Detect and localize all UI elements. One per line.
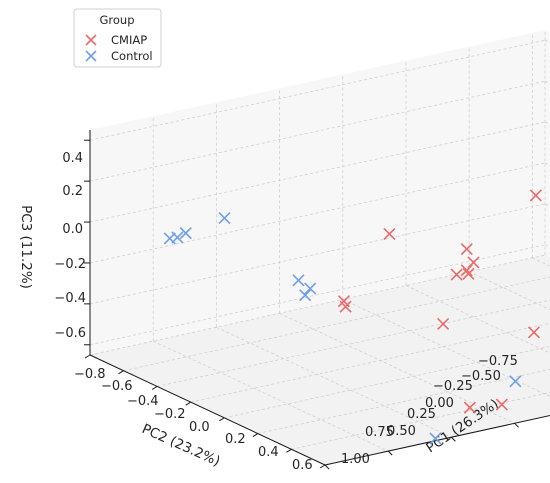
y-axis-label: PC2 (23.2%) (139, 421, 222, 470)
grid-line (153, 340, 389, 452)
point-cmiap (527, 326, 541, 339)
grid-line (89, 162, 546, 264)
z-tick-label: −0.6 (54, 326, 86, 341)
z-tick-label: 0.2 (62, 184, 83, 199)
grid-line (89, 39, 546, 141)
y-tick-mark (252, 433, 259, 438)
y-tick-mark (118, 370, 124, 375)
right-pane (545, 30, 550, 258)
axis-edges (89, 130, 550, 466)
x-tick-mark (451, 436, 456, 442)
point-cmiap (495, 398, 508, 411)
legend-entry-label: CMIAP (111, 33, 147, 47)
x-tick-label: −0.75 (478, 354, 518, 369)
z-axis-tick-labels: −0.6 −0.4 −0.2 0.0 0.2 0.4 (54, 151, 86, 341)
point-cmiap (437, 317, 450, 330)
tick-marks (84, 139, 519, 470)
x-tick-label: 1.00 (341, 452, 370, 467)
x-tick-label: 0.00 (425, 396, 454, 411)
floor-pane (90, 255, 550, 465)
grid-line (279, 312, 515, 424)
y-tick-label: −0.2 (154, 407, 186, 422)
point-control (509, 375, 522, 388)
point-cmiap (463, 401, 476, 414)
grid-line (190, 322, 550, 403)
x-tick-mark (387, 450, 393, 456)
point-control (299, 289, 312, 302)
data-points (163, 189, 542, 445)
x-tick-label: 0.50 (387, 424, 416, 439)
grid-line (89, 80, 546, 182)
x-tick-mark (514, 422, 519, 428)
point-control (292, 274, 305, 287)
grid-line (157, 299, 550, 387)
z-tick-label: −0.4 (54, 291, 86, 306)
point-control (429, 432, 442, 445)
grid-line (89, 203, 546, 305)
point-cmiap (450, 268, 463, 281)
axis-panes (90, 30, 550, 465)
z-tick-label: 0.4 (62, 151, 83, 166)
y-tick-label: −0.6 (101, 379, 133, 394)
point-control (304, 282, 317, 295)
y-tick-label: 0.0 (189, 420, 210, 435)
grid-line (257, 368, 550, 434)
x-tick-label: 0.75 (365, 425, 394, 440)
y-tick-label: −0.8 (74, 367, 106, 382)
grid-line (224, 345, 550, 419)
grid-line (89, 121, 546, 223)
y-axis-tick-labels: −0.8 −0.6 −0.4 −0.2 0.0 0.2 0.4 0.6 (74, 367, 313, 473)
grid-line (89, 254, 546, 356)
x-tick-label: −0.25 (433, 379, 473, 394)
point-cmiap (460, 264, 473, 277)
point-control (179, 227, 192, 240)
y-tick-mark (219, 417, 225, 422)
point-control (218, 212, 231, 225)
point-control (171, 231, 184, 244)
x-tick-label: −0.50 (461, 369, 501, 384)
y-tick-label: −0.4 (127, 394, 159, 409)
y-tick-label: 0.6 (292, 458, 313, 473)
z-axis-label: PC3 (11.2%) (18, 205, 34, 289)
y-tick-mark (151, 385, 158, 390)
y-tick-mark (84, 354, 91, 359)
y-tick-label: 0.4 (258, 445, 279, 460)
grid-line (216, 326, 452, 438)
x-tick-mark (324, 464, 330, 470)
x-axis-line (324, 415, 550, 466)
x-axis-tick-labels: 1.00 0.75 0.50 0.25 0.00 −0.25 −0.50 −0.… (341, 354, 518, 467)
point-cmiap (339, 300, 352, 313)
z-tick-label: 0.0 (62, 222, 83, 237)
legend-frame (73, 8, 162, 68)
point-cmiap (383, 227, 396, 240)
y-axis-line (89, 354, 326, 466)
y-tick-mark (286, 448, 292, 453)
x-tick-label: 0.25 (407, 407, 436, 422)
grid-line (291, 392, 550, 450)
point-cmiap (460, 243, 473, 256)
y-tick-label: 0.2 (225, 432, 246, 447)
legend-title: Group (99, 13, 134, 27)
z-tick-label: −0.2 (54, 257, 86, 272)
grid-line (89, 244, 546, 346)
grid-line (123, 276, 550, 372)
legend: Group CMIAP Control (73, 8, 162, 68)
legend-entry-label: Control (111, 49, 153, 63)
legend-swatch-cmiap (85, 34, 97, 46)
legend-swatch-control (85, 50, 97, 62)
point-cmiap (529, 189, 542, 202)
y-tick-mark (319, 464, 326, 469)
y-tick-mark (185, 401, 191, 406)
grid-line (342, 299, 550, 397)
left-pane (90, 30, 545, 355)
point-cmiap (462, 267, 475, 280)
